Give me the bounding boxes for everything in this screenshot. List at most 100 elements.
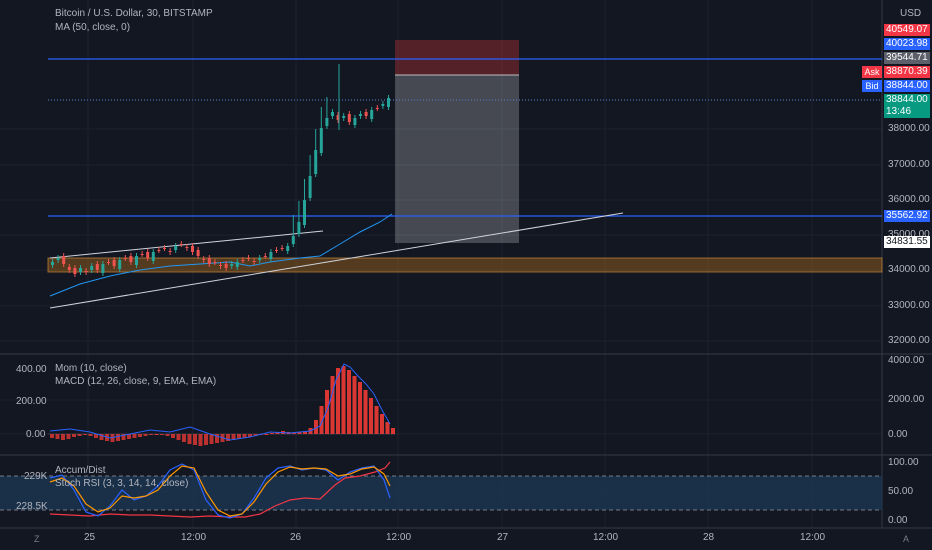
candle-body[interactable] <box>123 258 127 259</box>
candle-body[interactable] <box>95 264 99 270</box>
candle-body[interactable] <box>280 248 284 249</box>
support-zone[interactable] <box>47 257 883 273</box>
macd-histogram-bar <box>319 406 324 434</box>
macd-legend[interactable]: MACD (12, 26, close, 9, EMA, EMA) <box>55 376 217 387</box>
candle-body[interactable] <box>140 254 144 255</box>
candle-body[interactable] <box>202 259 206 260</box>
candle-body[interactable] <box>73 268 77 274</box>
candle-body[interactable] <box>291 236 295 244</box>
candle-body[interactable] <box>269 252 273 259</box>
candle-body[interactable] <box>174 246 178 250</box>
candle-body[interactable] <box>84 271 88 272</box>
candle-body[interactable] <box>347 114 351 122</box>
candle-body[interactable] <box>118 260 122 269</box>
candle-body[interactable] <box>90 266 94 270</box>
time-axis-label: 27 <box>497 532 509 543</box>
candle-body[interactable] <box>263 256 267 257</box>
candle-body[interactable] <box>252 261 256 262</box>
candle-body[interactable] <box>51 262 54 265</box>
macd-histogram-bar <box>297 432 302 434</box>
bid-label: Bid <box>862 80 882 92</box>
candle-body[interactable] <box>219 265 222 266</box>
candle-body[interactable] <box>342 116 346 118</box>
candle-body[interactable] <box>230 264 234 266</box>
candle-body[interactable] <box>146 252 150 258</box>
candle-body[interactable] <box>129 256 133 262</box>
price-tag-crosshair: 34831.55 <box>884 236 930 248</box>
candle-body[interactable] <box>241 260 245 261</box>
macd-histogram-bar <box>193 434 197 445</box>
candle-body[interactable] <box>107 262 110 263</box>
macd-histogram-bar <box>325 390 329 434</box>
candle-body[interactable] <box>235 262 239 267</box>
macd-histogram-bar <box>149 434 153 435</box>
candle-body[interactable] <box>207 258 211 264</box>
auto-scale-button[interactable]: A <box>903 534 910 544</box>
candle-body[interactable] <box>381 104 385 106</box>
candle-body[interactable] <box>319 128 323 153</box>
zoom-button[interactable]: Z <box>34 534 40 544</box>
price-tag-support: 35562.92 <box>884 210 930 222</box>
macd-histogram-bar <box>72 434 76 437</box>
macd-histogram-bar <box>116 434 120 441</box>
candle-body[interactable] <box>163 248 166 249</box>
macd-histogram-bar <box>292 433 296 434</box>
currency-label[interactable]: USD <box>900 8 922 19</box>
channel-bottom-trend-line[interactable] <box>49 212 624 309</box>
candle-body[interactable] <box>336 115 340 120</box>
price-axis-label: 36000.00 <box>888 194 930 205</box>
macd-histogram-bar <box>66 434 71 439</box>
candle-body[interactable] <box>387 98 390 107</box>
candle-body[interactable] <box>375 108 379 109</box>
macd-histogram-bar <box>226 434 230 441</box>
candle-body[interactable] <box>112 260 116 266</box>
candle-body[interactable] <box>370 110 374 119</box>
candle-body[interactable] <box>62 256 66 264</box>
candle-body[interactable] <box>135 256 138 265</box>
time-axis-label: 12:00 <box>181 532 207 543</box>
candle-body[interactable] <box>325 118 329 126</box>
candle-body[interactable] <box>79 268 82 272</box>
candle-body[interactable] <box>224 264 228 268</box>
candle-body[interactable] <box>258 258 262 260</box>
candle-body[interactable] <box>191 246 194 252</box>
candle-body[interactable] <box>308 176 312 198</box>
candle-body[interactable] <box>275 250 278 251</box>
candle-body[interactable] <box>331 112 334 116</box>
time-axis-label: 26 <box>290 532 302 543</box>
candle-body[interactable] <box>185 247 189 248</box>
candle-body[interactable] <box>314 150 318 174</box>
candle-body[interactable] <box>247 258 250 259</box>
chart-title[interactable]: Bitcoin / U.S. Dollar, 30, BITSTAMP <box>55 8 213 19</box>
macd-histogram-bar <box>358 382 362 434</box>
candle-body[interactable] <box>196 250 200 256</box>
candle-body[interactable] <box>286 246 290 251</box>
price-tag-last: 38844.00 <box>884 94 930 106</box>
candle-body[interactable] <box>101 264 105 273</box>
stoch-rsi-legend[interactable]: Stoch RSI (3, 3, 14, 14, close) <box>55 478 189 489</box>
accum-dist-legend[interactable]: Accum/Dist <box>55 465 106 476</box>
candle-body[interactable] <box>151 252 155 261</box>
candle-body[interactable] <box>67 267 71 270</box>
candle-body[interactable] <box>297 222 301 234</box>
candlesticks[interactable] <box>51 64 390 277</box>
macd-histogram-bar <box>187 434 192 444</box>
candle-body[interactable] <box>303 200 306 225</box>
stop-loss-zone[interactable] <box>395 40 519 75</box>
price-axis-label: 35000.00 <box>888 229 930 240</box>
macd-histogram-bar <box>77 434 82 436</box>
candle-body[interactable] <box>157 250 161 251</box>
candle-body[interactable] <box>179 244 183 245</box>
ma-legend[interactable]: MA (50, close, 0) <box>55 22 131 33</box>
macd-histogram-bar <box>248 434 252 437</box>
momentum-legend[interactable]: Mom (10, close) <box>55 363 127 374</box>
candle-body[interactable] <box>213 262 217 263</box>
candle-body[interactable] <box>56 258 60 260</box>
candle-body[interactable] <box>353 118 357 125</box>
candle-body[interactable] <box>359 114 362 116</box>
candle-body[interactable] <box>364 112 368 116</box>
candle-body[interactable] <box>168 251 172 252</box>
take-profit-zone[interactable] <box>395 75 519 243</box>
price-axis-label: 38000.00 <box>888 123 930 134</box>
